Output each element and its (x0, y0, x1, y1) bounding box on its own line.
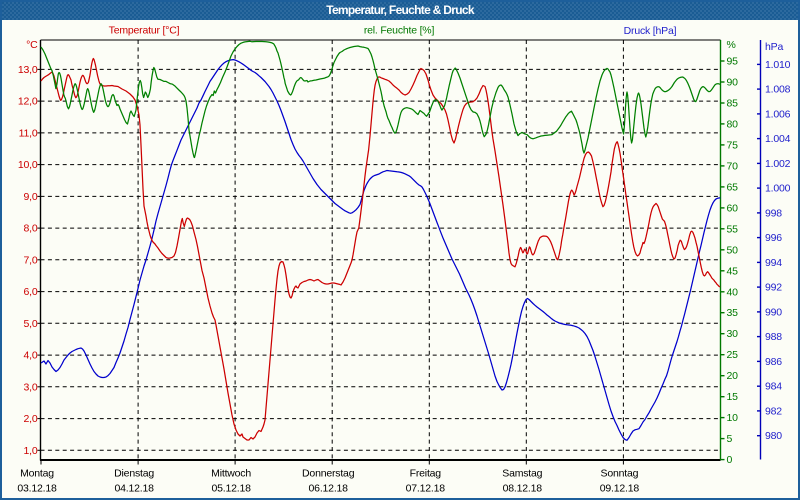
svg-text:1,0: 1,0 (24, 445, 38, 457)
svg-text:4,0: 4,0 (24, 350, 38, 362)
svg-text:11,0: 11,0 (19, 127, 38, 139)
svg-text:40: 40 (727, 286, 739, 298)
svg-text:3,0: 3,0 (24, 381, 38, 393)
svg-text:90: 90 (727, 77, 739, 89)
svg-text:03.12.18: 03.12.18 (17, 483, 57, 495)
svg-text:8,0: 8,0 (24, 223, 38, 235)
svg-text:5: 5 (727, 433, 733, 445)
svg-text:1.006: 1.006 (765, 108, 791, 120)
svg-text:994: 994 (765, 257, 782, 269)
svg-text:08.12.18: 08.12.18 (503, 483, 543, 495)
svg-text:15: 15 (727, 391, 739, 403)
svg-text:85: 85 (727, 98, 739, 110)
svg-text:%: % (727, 39, 736, 51)
svg-text:45: 45 (727, 265, 739, 277)
svg-text:95: 95 (727, 56, 739, 68)
svg-text:5,0: 5,0 (24, 318, 38, 330)
svg-text:7,0: 7,0 (24, 254, 38, 266)
svg-text:986: 986 (765, 356, 782, 368)
svg-text:Mittwoch: Mittwoch (211, 468, 251, 480)
svg-text:Dienstag: Dienstag (114, 468, 154, 480)
svg-text:1.000: 1.000 (765, 183, 791, 195)
svg-text:12,0: 12,0 (18, 96, 38, 108)
svg-text:Samstag: Samstag (502, 468, 542, 480)
svg-text:1.004: 1.004 (765, 133, 791, 145)
svg-text:0: 0 (727, 454, 733, 466)
svg-text:35: 35 (727, 307, 739, 319)
svg-text:Donnerstag: Donnerstag (302, 468, 355, 480)
svg-text:982: 982 (765, 405, 782, 417)
svg-text:Druck [hPa]: Druck [hPa] (624, 25, 677, 37)
svg-text:°C: °C (26, 39, 38, 51)
svg-text:65: 65 (727, 181, 739, 193)
svg-text:996: 996 (765, 232, 782, 244)
svg-text:Montag: Montag (20, 468, 54, 480)
svg-text:Sonntag: Sonntag (601, 468, 639, 480)
svg-text:25: 25 (727, 349, 739, 361)
svg-text:984: 984 (765, 381, 782, 393)
svg-text:10: 10 (727, 412, 739, 424)
svg-text:50: 50 (727, 244, 739, 256)
svg-text:Temperatur [°C]: Temperatur [°C] (109, 25, 180, 37)
svg-text:6,0: 6,0 (24, 286, 38, 298)
svg-text:9,0: 9,0 (24, 191, 38, 203)
svg-text:13,0: 13,0 (18, 64, 38, 76)
svg-text:rel. Feuchte [%]: rel. Feuchte [%] (364, 25, 435, 37)
svg-text:20: 20 (727, 370, 739, 382)
svg-text:Freitag: Freitag (410, 468, 442, 480)
svg-text:75: 75 (727, 139, 739, 151)
svg-text:09.12.18: 09.12.18 (600, 483, 640, 495)
svg-text:07.12.18: 07.12.18 (406, 483, 446, 495)
svg-text:04.12.18: 04.12.18 (114, 483, 154, 495)
svg-text:80: 80 (727, 118, 739, 130)
svg-text:1.008: 1.008 (765, 84, 791, 96)
svg-text:30: 30 (727, 328, 739, 340)
svg-text:998: 998 (765, 207, 782, 219)
svg-text:1.010: 1.010 (765, 59, 791, 71)
svg-text:10,0: 10,0 (18, 159, 38, 171)
svg-text:60: 60 (727, 202, 739, 214)
svg-text:988: 988 (765, 331, 782, 343)
svg-text:55: 55 (727, 223, 739, 235)
svg-text:70: 70 (727, 160, 739, 172)
svg-text:990: 990 (765, 306, 782, 318)
svg-text:2,0: 2,0 (24, 413, 38, 425)
svg-text:1.002: 1.002 (765, 158, 791, 170)
svg-text:06.12.18: 06.12.18 (309, 483, 349, 495)
svg-text:hPa: hPa (765, 41, 783, 53)
svg-text:980: 980 (765, 430, 782, 442)
svg-text:992: 992 (765, 282, 782, 294)
svg-text:05.12.18: 05.12.18 (211, 483, 251, 495)
